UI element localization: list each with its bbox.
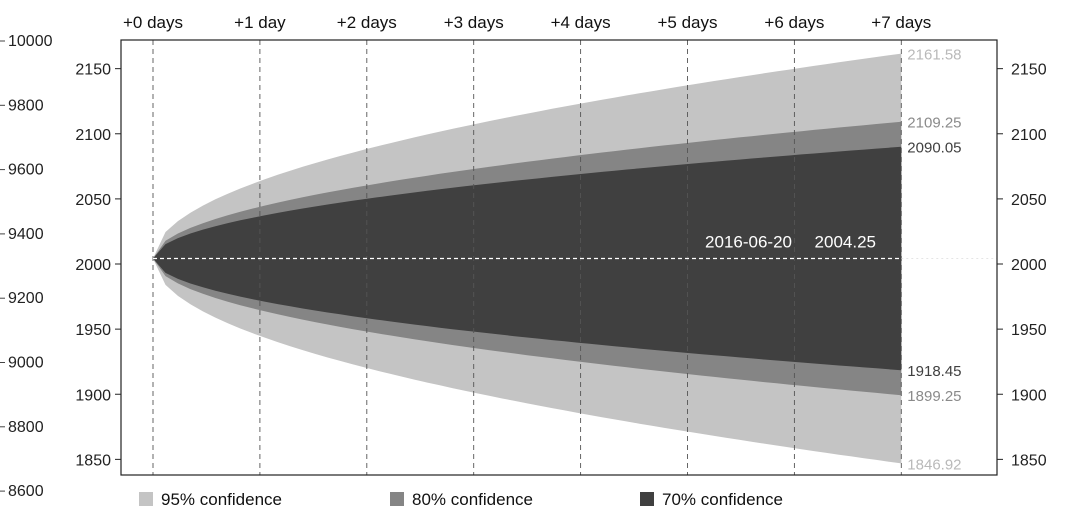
top-axis-label-6: +6 days: [764, 13, 824, 32]
center-value-label: 2004.25: [815, 232, 876, 251]
legend-swatch-0: [139, 492, 153, 506]
left-tick-label-3: 2000: [75, 257, 111, 274]
top-axis-label-2: +2 days: [337, 13, 397, 32]
upper-end-label-1: 2109.25: [907, 115, 961, 132]
axes: +0 days +1 day +2 days +3 days +4 days +5 day…: [0, 13, 1047, 500]
legend-label-1: 80% confidence: [412, 490, 533, 508]
top-axis-label-0: +0 days: [123, 13, 183, 32]
left-tick-label-2: 2050: [75, 192, 111, 209]
outer-axis-label-1: 9800: [8, 97, 44, 114]
legend-swatch-1: [390, 492, 404, 506]
legend-label-0: 95% confidence: [161, 490, 282, 508]
top-axis-label-7: +7 days: [871, 13, 931, 32]
legend-label-2: 70% confidence: [662, 490, 783, 508]
right-tick-label-0: 2150: [1011, 62, 1047, 79]
legend-swatch-2: [640, 492, 654, 506]
top-axis-label-1: +1 day: [234, 13, 286, 32]
right-tick-label-4: 1950: [1011, 322, 1047, 339]
outer-axis-label-3: 9400: [8, 226, 44, 243]
vertical-gridlines: [152, 40, 902, 475]
lower-end-label-0: 1918.45: [907, 363, 961, 380]
left-tick-label-4: 1950: [75, 322, 111, 339]
plot-frame: [120, 39, 998, 476]
left-tick-label-1: 2100: [75, 127, 111, 144]
left-tick-label-0: 2150: [75, 62, 111, 79]
top-axis-label-3: +3 days: [444, 13, 504, 32]
upper-end-label-0: 2161.58: [907, 47, 961, 64]
lower-end-label-2: 1846.92: [907, 456, 961, 473]
left-tick-label-6: 1850: [75, 452, 111, 469]
right-tick-label-3: 2000: [1011, 257, 1047, 274]
outer-axis-label-0: 10000: [8, 33, 53, 50]
chart-labels: 2161.58 2109.25 2090.05 1918.45 1899.25 1846.…: [705, 47, 962, 474]
outer-axis-label-2: 9600: [8, 162, 44, 179]
right-tick-label-6: 1850: [1011, 452, 1047, 469]
outer-axis-label-4: 9200: [8, 290, 44, 307]
outer-axis-label-6: 8800: [8, 419, 44, 436]
upper-end-label-2: 2090.05: [907, 140, 961, 157]
outer-axis-label-7: 8600: [8, 483, 44, 500]
right-tick-label-1: 2100: [1011, 127, 1047, 144]
right-tick-label-5: 1900: [1011, 387, 1047, 404]
right-tick-label-2: 2050: [1011, 192, 1047, 209]
top-axis-label-5: +5 days: [657, 13, 717, 32]
top-axis-label-4: +4 days: [551, 13, 611, 32]
legend: 95% confidence 80% confidence 70% confiden…: [139, 490, 783, 508]
lower-end-label-1: 1899.25: [907, 388, 961, 405]
center-date-label: 2016-06-20: [705, 232, 792, 251]
outer-axis-label-5: 9000: [8, 355, 44, 372]
left-tick-label-5: 1900: [75, 387, 111, 404]
